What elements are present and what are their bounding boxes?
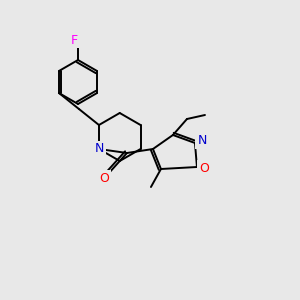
Text: F: F bbox=[70, 34, 78, 46]
Text: O: O bbox=[99, 172, 109, 184]
Text: N: N bbox=[197, 134, 207, 148]
Text: N: N bbox=[94, 142, 104, 155]
Text: O: O bbox=[199, 161, 209, 175]
